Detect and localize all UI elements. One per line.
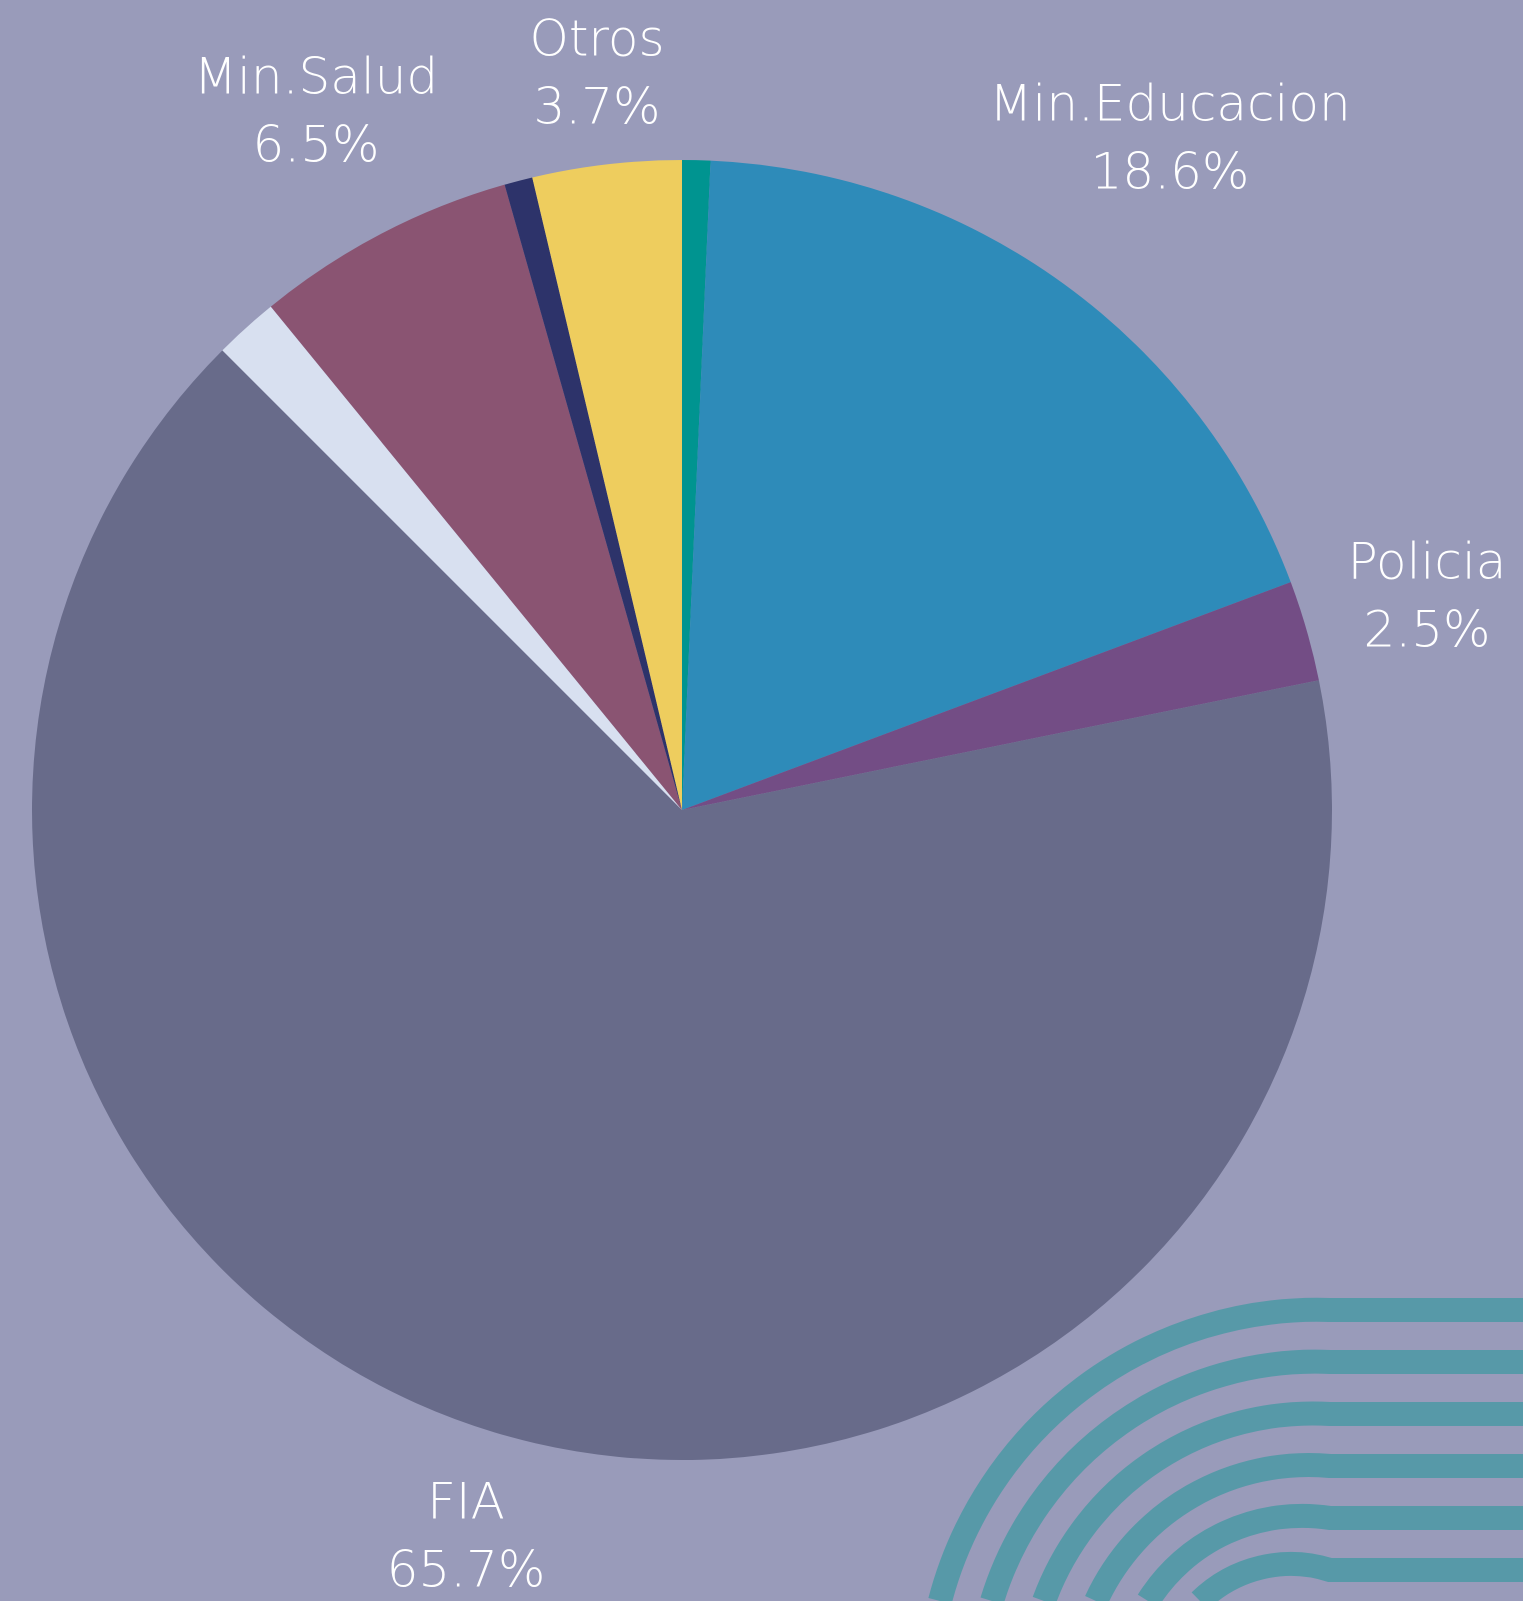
pie-slice bbox=[682, 160, 711, 810]
labels: Min.Educacion 18.6% Policia 2.5% FIA 65.7% Min… bbox=[194, 10, 1507, 1599]
slice-label: Min.Salud bbox=[194, 48, 438, 106]
pie-slice bbox=[682, 160, 1291, 810]
pie-slice bbox=[31, 350, 1332, 1460]
slice-value: 6.5% bbox=[252, 116, 379, 174]
slices bbox=[31, 160, 1332, 1460]
slice-label: Otros bbox=[529, 10, 664, 68]
slice-value: 3.7% bbox=[533, 78, 660, 136]
pie-slice bbox=[504, 177, 682, 810]
slice-value: 18.6% bbox=[1091, 143, 1250, 201]
pie-slice bbox=[270, 184, 682, 810]
slice-label: FIA bbox=[427, 1473, 505, 1531]
pie-slice bbox=[222, 306, 682, 810]
decoration bbox=[928, 1297, 1523, 1601]
slice-label: Policia bbox=[1348, 533, 1507, 591]
pie-slice bbox=[682, 582, 1319, 810]
slice-label: Min.Educacion bbox=[989, 75, 1350, 133]
slice-value: 65.7% bbox=[387, 1541, 546, 1599]
pie-slice bbox=[532, 160, 682, 810]
slice-value: 2.5% bbox=[1363, 601, 1490, 659]
